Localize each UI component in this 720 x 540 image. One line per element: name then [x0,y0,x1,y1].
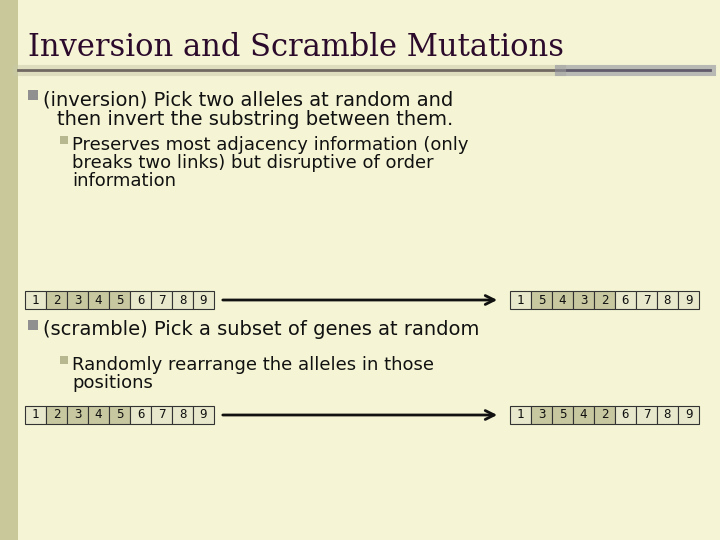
Text: 4: 4 [95,408,102,422]
Bar [193,406,214,424]
Text: 8: 8 [179,294,186,307]
Text: 7: 7 [158,408,166,422]
Bar [594,291,615,309]
Text: (scramble) Pick a subset of genes at random: (scramble) Pick a subset of genes at ran… [43,320,480,339]
Bar [25,406,46,424]
Bar [88,291,109,309]
Bar [615,406,636,424]
Bar [678,291,699,309]
Bar [67,406,88,424]
Text: Randomly rearrange the alleles in those: Randomly rearrange the alleles in those [72,356,434,374]
Text: 9: 9 [199,408,207,422]
Text: 1: 1 [32,294,40,307]
Bar [151,291,172,309]
Text: 1: 1 [32,408,40,422]
Text: 2: 2 [53,408,60,422]
Bar [28,320,38,330]
Text: breaks two links) but disruptive of order: breaks two links) but disruptive of orde… [72,154,433,172]
Text: 8: 8 [664,294,671,307]
Bar [193,291,214,309]
Bar [678,406,699,424]
Text: 2: 2 [53,294,60,307]
Bar [60,136,68,144]
Text: information: information [72,172,176,190]
Bar [28,90,38,100]
Bar [0,0,18,540]
Bar [531,291,552,309]
Bar [531,406,552,424]
Bar [130,291,151,309]
Bar [594,406,615,424]
Text: 7: 7 [643,408,650,422]
Text: 8: 8 [179,408,186,422]
Bar [510,406,531,424]
Bar [636,291,657,309]
Text: 2: 2 [600,294,608,307]
Text: 6: 6 [137,294,144,307]
Bar [615,291,636,309]
Bar [552,406,573,424]
Text: 9: 9 [685,294,692,307]
Text: 5: 5 [559,408,566,422]
Text: 9: 9 [685,408,692,422]
Bar [510,291,531,309]
Bar [573,406,594,424]
Text: then invert the substring between them.: then invert the substring between them. [57,110,454,129]
Bar [151,406,172,424]
Text: positions: positions [72,374,153,392]
Bar [60,356,68,364]
Bar [172,291,193,309]
Text: 4: 4 [559,294,566,307]
Text: 4: 4 [580,408,588,422]
Text: 3: 3 [73,294,81,307]
Bar [88,406,109,424]
Text: Preserves most adjacency information (only: Preserves most adjacency information (on… [72,136,469,154]
Text: 5: 5 [538,294,545,307]
Text: 3: 3 [73,408,81,422]
Bar [636,406,657,424]
Bar [573,291,594,309]
Bar [67,291,88,309]
Text: 3: 3 [580,294,588,307]
Bar [25,291,46,309]
Bar [552,291,573,309]
Text: 9: 9 [199,294,207,307]
Text: 6: 6 [137,408,144,422]
Text: 7: 7 [643,294,650,307]
Bar [109,406,130,424]
Text: 7: 7 [158,294,166,307]
Bar [657,406,678,424]
Text: 1: 1 [517,408,524,422]
Bar [172,406,193,424]
Bar [109,291,130,309]
Text: (inversion) Pick two alleles at random and: (inversion) Pick two alleles at random a… [43,90,454,109]
Text: 5: 5 [116,294,123,307]
Bar [130,406,151,424]
Text: 4: 4 [95,294,102,307]
Text: 6: 6 [622,408,629,422]
Text: 1: 1 [517,294,524,307]
Text: 5: 5 [116,408,123,422]
Text: 3: 3 [538,408,545,422]
Text: Inversion and Scramble Mutations: Inversion and Scramble Mutations [28,32,564,64]
Bar [46,406,67,424]
Bar [46,291,67,309]
Text: 6: 6 [622,294,629,307]
Bar [657,291,678,309]
Text: 2: 2 [600,408,608,422]
Text: 8: 8 [664,408,671,422]
